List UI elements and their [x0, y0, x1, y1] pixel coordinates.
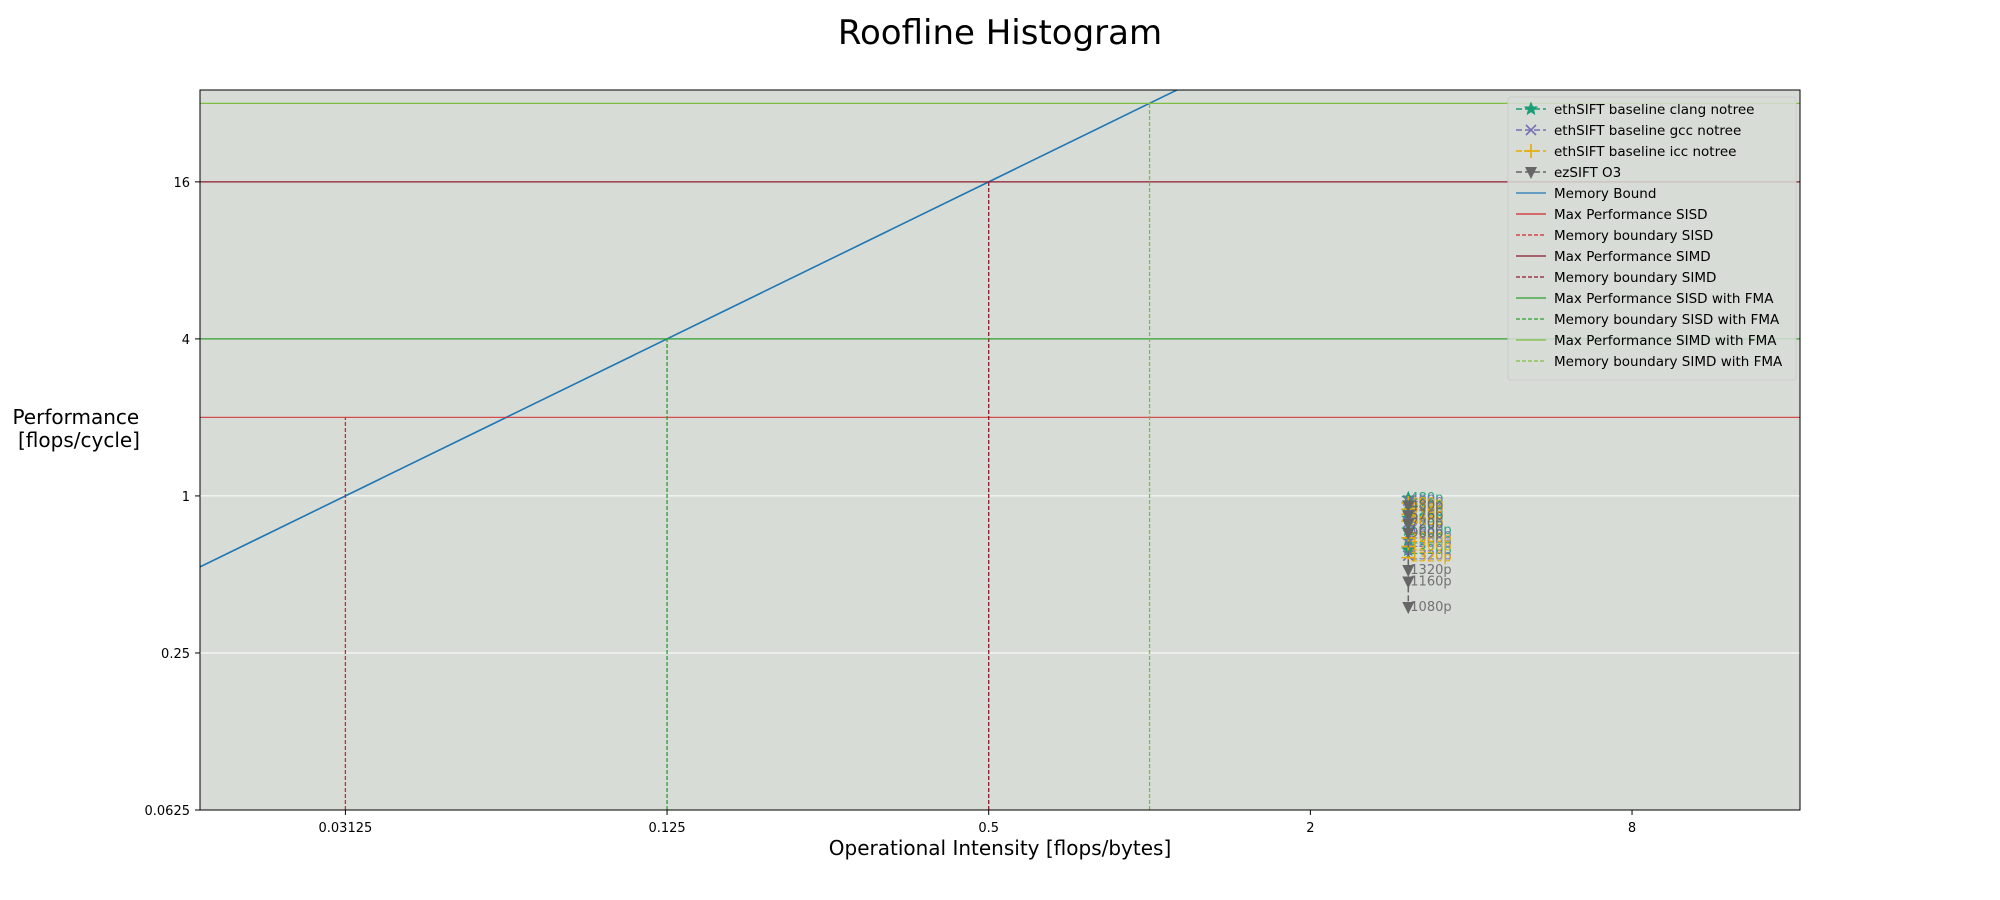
plot-frame [199, 89, 1801, 811]
x-tick-label-0-125: 0.125 [648, 821, 685, 836]
legend-marker-ethsift-baseline-gcc-notree [1525, 124, 1537, 136]
legend-label-ethsift-baseline-icc-notree: ethSIFT baseline icc notree [1554, 144, 1736, 160]
y-axis-label: Performance [flops/cycle] [12, 405, 145, 452]
y-tick-label-16: 16 [173, 176, 190, 191]
data-point-ezsift-o3-1 [1402, 510, 1415, 523]
x-axis-label: Operational Intensity [flops/bytes] [829, 836, 1172, 860]
data-label-ethsift-baseline-clang-notree-0: 480p [1410, 491, 1443, 506]
data-label-ethsift-baseline-icc-notree-5: 1200p [1410, 539, 1451, 554]
y-tick-label-1: 1 [182, 490, 190, 505]
legend-label-memory-bound: Memory Bound [1554, 186, 1656, 202]
chart-title: Roofline Histogram [838, 13, 1162, 53]
data-point-ezsift-o3-4 [1402, 565, 1415, 578]
data-label-ethsift-baseline-icc-notree-2: 720p [1410, 507, 1443, 522]
data-label-ethsift-baseline-icc-notree-3: 960p [1410, 514, 1443, 529]
data-label-ezsift-o3-6: 1080p [1410, 600, 1451, 615]
legend-marker-ethsift-baseline-icc-notree [1524, 144, 1538, 158]
memory-bound-line [200, 90, 1179, 568]
data-point-ezsift-o3-2 [1402, 519, 1415, 532]
legend-box [1507, 96, 1797, 381]
data-label-ethsift-baseline-gcc-notree-0: 480p [1410, 494, 1443, 509]
data-label-ethsift-baseline-icc-notree-1: 576p [1410, 502, 1443, 517]
x-tick-label-0-03125: 0.03125 [319, 821, 373, 836]
legend-label-ezsift-o3: ezSIFT O3 [1554, 165, 1621, 181]
data-label-ethsift-baseline-clang-notree-2: 720p [1410, 505, 1443, 520]
x-tick-label-8: 8 [1628, 821, 1636, 836]
legend-label-memory-boundary-sisd-with-fma: Memory boundary SISD with FMA [1554, 312, 1780, 328]
data-label-ethsift-baseline-gcc-notree-2: 720p [1410, 509, 1443, 524]
y-axis-label-line-1: Performance [12, 405, 139, 429]
data-label-ezsift-o3-4: 1320p [1410, 563, 1451, 578]
data-label-ethsift-baseline-icc-notree-6: 1320p [1410, 551, 1451, 566]
data-label-ethsift-baseline-clang-notree-1: 576p [1410, 497, 1443, 512]
data-label-ezsift-o3-2: 720p [1410, 517, 1443, 532]
data-label-ethsift-baseline-icc-notree-4: 1080p [1410, 531, 1451, 546]
data-label-ethsift-baseline-gcc-notree-5: 1200p [1410, 536, 1451, 551]
data-label-ethsift-baseline-gcc-notree-1: 576p [1410, 501, 1443, 516]
data-label-ethsift-baseline-gcc-notree-6: 1320p [1410, 549, 1451, 564]
data-label-ethsift-baseline-icc-notree-0: 480p [1410, 496, 1443, 511]
data-point-ezsift-o3-5 [1402, 576, 1415, 589]
legend-label-max-performance-simd: Max Performance SIMD [1554, 249, 1711, 265]
data-label-ethsift-baseline-gcc-notree-3: 960p [1410, 516, 1443, 531]
legend-label-memory-boundary-sisd: Memory boundary SISD [1554, 228, 1713, 244]
data-label-ethsift-baseline-clang-notree-5: 1200p [1410, 533, 1451, 548]
legend-label-max-performance-sisd: Max Performance SISD [1554, 207, 1708, 223]
data-label-ethsift-baseline-gcc-notree-4: 1080p [1410, 528, 1451, 543]
legend-label-memory-boundary-simd: Memory boundary SIMD [1554, 270, 1716, 286]
x-tick-label-2: 2 [1306, 821, 1314, 836]
legend-label-max-performance-simd-with-fma: Max Performance SIMD with FMA [1554, 333, 1777, 349]
legend: ethSIFT baseline clang notree ethSIFT bas… [1507, 96, 1797, 381]
data-label-ethsift-baseline-clang-notree-3: 960p [1410, 511, 1443, 526]
data-point-ezsift-o3-3 [1402, 528, 1415, 541]
legend-label-max-performance-sisd-with-fma: Max Performance SISD with FMA [1554, 291, 1774, 307]
y-tick-label-4: 4 [182, 333, 190, 348]
legend-marker-ethsift-baseline-clang-notree [1523, 101, 1539, 116]
data-label-ezsift-o3-0: 480p [1410, 498, 1443, 513]
legend-marker-ezsift-o3 [1525, 167, 1537, 179]
data-label-ezsift-o3-5: 1160p [1410, 574, 1451, 589]
data-label-ethsift-baseline-clang-notree-4: 1080p [1410, 523, 1451, 538]
data-label-ezsift-o3-1: 576p [1410, 509, 1443, 524]
x-tick-label-0-5: 0.5 [978, 821, 999, 836]
legend-label-ethsift-baseline-gcc-notree: ethSIFT baseline gcc notree [1554, 123, 1741, 139]
y-tick-label-0-0625: 0.0625 [145, 804, 191, 819]
data-point-ezsift-o3-6 [1402, 602, 1415, 615]
data-label-ezsift-o3-3: 960p [1410, 526, 1443, 541]
y-tick-label-0-25: 0.25 [161, 647, 190, 662]
data-point-ezsift-o3-0 [1402, 500, 1415, 513]
legend-label-memory-boundary-simd-with-fma: Memory boundary SIMD with FMA [1554, 354, 1783, 370]
data-label-ethsift-baseline-clang-notree-6: 1320p [1410, 543, 1451, 558]
y-axis-label-line-2: [flops/cycle] [18, 428, 140, 452]
legend-label-ethsift-baseline-clang-notree: ethSIFT baseline clang notree [1554, 102, 1754, 118]
